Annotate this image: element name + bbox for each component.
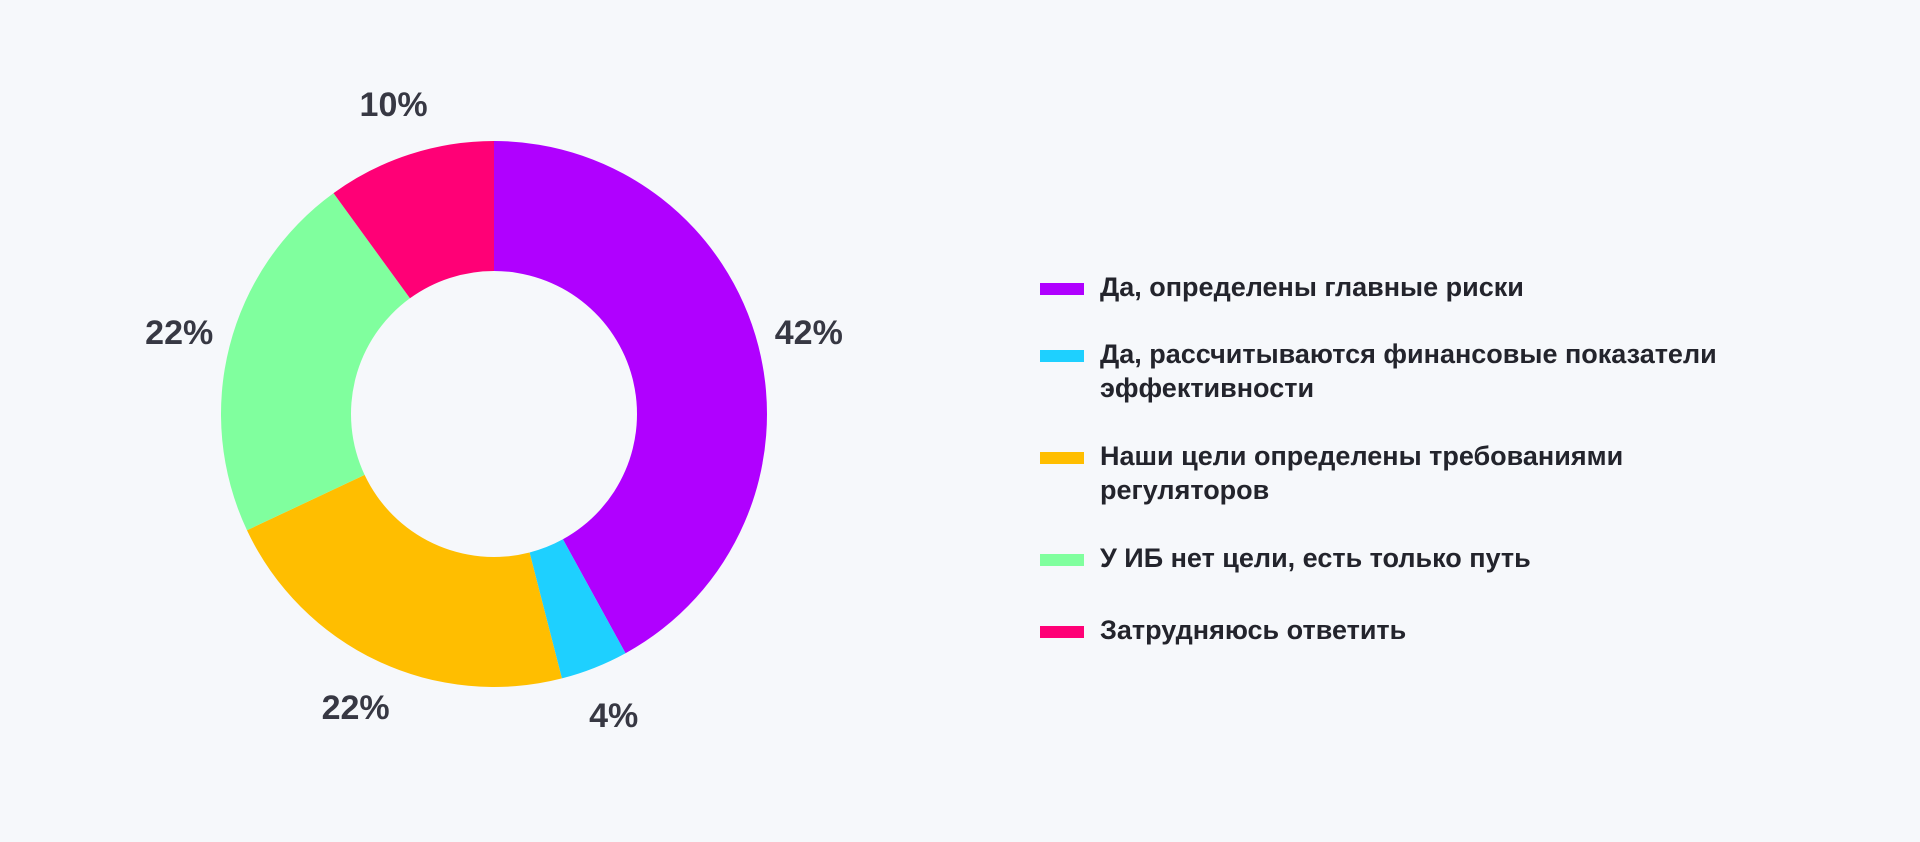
- donut-chart: 42% 4% 22% 22% 10%: [145, 86, 843, 735]
- slice-financial-metrics: [529, 539, 626, 679]
- slice-label-regulator-requirements: 22%: [322, 689, 390, 727]
- legend-label-regulator-requirements: Наши цели определены требованиями регуля…: [1100, 441, 1624, 505]
- legend-item-hard-to-say: Затрудняюсь ответить: [1040, 613, 1800, 647]
- legend-label-financial-metrics: Да, рассчитываются финансовые показатели…: [1100, 339, 1717, 403]
- slice-label-financial-metrics: 4%: [589, 697, 638, 735]
- legend-label-no-goal: У ИБ нет цели, есть только путь: [1100, 543, 1531, 573]
- slice-hard-to-say: [333, 141, 494, 299]
- legend-label-hard-to-say: Затрудняюсь ответить: [1100, 615, 1407, 645]
- legend-label-main-risks: Да, определены главные риски: [1100, 272, 1524, 302]
- legend-swatch-no-goal: [1040, 554, 1084, 566]
- legend-swatch-hard-to-say: [1040, 626, 1084, 638]
- slice-main-risks: [494, 141, 768, 654]
- slice-no-goal: [221, 193, 410, 531]
- legend-swatch-regulator-requirements: [1040, 452, 1084, 464]
- slice-label-main-risks: 42%: [775, 314, 843, 352]
- legend-swatch-financial-metrics: [1040, 350, 1084, 362]
- slice-label-no-goal: 22%: [145, 314, 213, 352]
- legend-item-financial-metrics: Да, рассчитываются финансовые показатели…: [1040, 337, 1800, 405]
- legend-item-main-risks: Да, определены главные риски: [1040, 270, 1800, 304]
- slice-regulator-requirements: [246, 474, 562, 688]
- legend-item-regulator-requirements: Наши цели определены требованиями регуля…: [1040, 439, 1800, 507]
- legend-item-no-goal: У ИБ нет цели, есть только путь: [1040, 541, 1800, 575]
- legend-swatch-main-risks: [1040, 283, 1084, 295]
- slice-label-hard-to-say: 10%: [360, 86, 428, 124]
- legend: Да, определены главные риски Да, рассчит…: [1040, 270, 1800, 681]
